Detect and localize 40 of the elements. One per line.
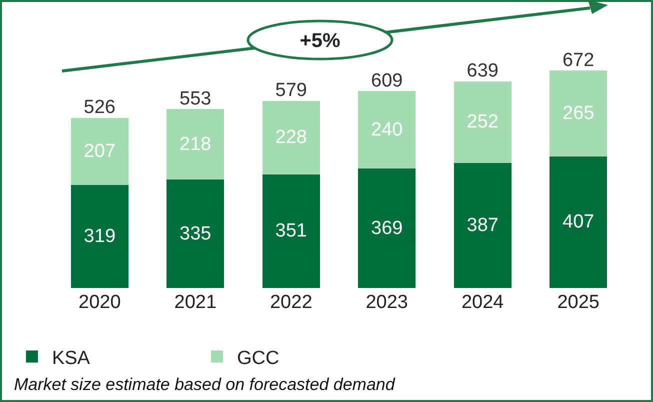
data-label: 265 (562, 103, 594, 124)
bar (166, 109, 224, 180)
x-tick-label: 2022 (270, 292, 312, 313)
data-label: 252 (466, 112, 498, 133)
total-label: 526 (84, 97, 116, 118)
x-tick-label: 2023 (366, 292, 408, 313)
data-label: 240 (371, 119, 403, 140)
bar (550, 156, 608, 288)
data-label: 218 (180, 134, 212, 155)
total-label: 609 (371, 70, 403, 92)
bar (454, 81, 512, 163)
bar (70, 184, 128, 288)
bar (166, 180, 224, 288)
data-label: 207 (84, 140, 116, 162)
legend-label: GCC (236, 348, 280, 369)
bar (358, 91, 416, 169)
x-tick-label: 2025 (557, 292, 600, 313)
x-tick-label: 2021 (174, 292, 217, 313)
data-label: 228 (275, 127, 307, 148)
bar (262, 174, 320, 288)
text: +5% (300, 30, 341, 52)
x-tick-label: 2020 (78, 292, 121, 313)
bar (454, 162, 512, 288)
total-label: 579 (275, 80, 307, 101)
bar (262, 100, 320, 174)
total-label: 639 (466, 60, 498, 82)
bar (70, 118, 128, 185)
x-tick-label: 2024 (461, 292, 504, 313)
data-label: 351 (275, 220, 307, 242)
total-label: 553 (180, 88, 212, 110)
data-label: 369 (371, 218, 403, 239)
legend-label: KSA (52, 348, 90, 369)
bar (550, 70, 608, 156)
data-label: 335 (180, 223, 212, 244)
data-label: 319 (84, 226, 116, 247)
bar (358, 168, 416, 288)
text: Market size estimate based on forecasted demand (14, 375, 396, 394)
total-label: 672 (562, 50, 594, 71)
data-label: 387 (466, 214, 498, 236)
data-label: 407 (562, 212, 594, 233)
